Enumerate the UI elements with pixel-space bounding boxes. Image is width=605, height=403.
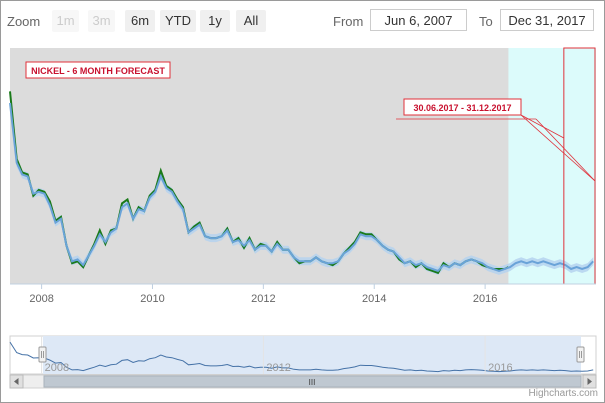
to-date-input[interactable]: Dec 31, 2017	[500, 9, 594, 31]
range-1m-button[interactable]: 1m	[52, 10, 79, 32]
range-all-button[interactable]: All	[236, 10, 266, 32]
x-tick-label: 2008	[29, 293, 53, 305]
from-label: From	[333, 14, 364, 29]
from-date-input[interactable]: Jun 6, 2007	[370, 9, 467, 31]
navigator-right-handle[interactable]	[576, 346, 585, 363]
scroll-left-arrow-icon	[14, 378, 19, 385]
navigator-series	[9, 341, 594, 373]
credits-link[interactable]: Highcharts.com	[528, 388, 598, 399]
x-tick-label: 2014	[362, 293, 386, 305]
zoom-label: Zoom	[7, 14, 41, 29]
x-tick-label: 2010	[140, 293, 164, 305]
forecast-callout-line	[520, 114, 596, 182]
x-tick-label: 2012	[251, 293, 275, 305]
chart-title-box	[25, 61, 171, 79]
x-tick-label: 2016	[473, 293, 497, 305]
range-1y-button[interactable]: 1y	[200, 10, 230, 32]
forecast-annotation: 30.06.2017 - 31.12.2017	[413, 103, 511, 113]
range-ytd-button[interactable]: YTD	[160, 10, 196, 32]
navigator-left-handle[interactable]	[38, 346, 47, 363]
navigator-tick-label: 2008	[45, 362, 69, 374]
navigator-tick-label: 2012	[266, 362, 290, 374]
plot-background	[10, 48, 596, 284]
chart-title: NICKEL - 6 MONTH FORECAST	[31, 66, 165, 76]
scrollbar-grip-icon: III	[309, 378, 316, 387]
forecast-annotation-box	[403, 98, 522, 116]
forecast-callout-line	[535, 118, 596, 182]
navigator-tick-label: 2016	[488, 362, 512, 374]
range-6m-button[interactable]: 6m	[125, 10, 155, 32]
to-label: To	[479, 14, 493, 29]
forecast-shaded-region	[508, 48, 596, 284]
scrollbar-thumb[interactable]	[43, 375, 582, 388]
scroll-right-arrow-icon	[587, 378, 592, 385]
range-3m-button[interactable]: 3m	[88, 10, 115, 32]
model-forecast-line	[9, 102, 594, 273]
navigator-selected-range[interactable]	[43, 336, 581, 374]
